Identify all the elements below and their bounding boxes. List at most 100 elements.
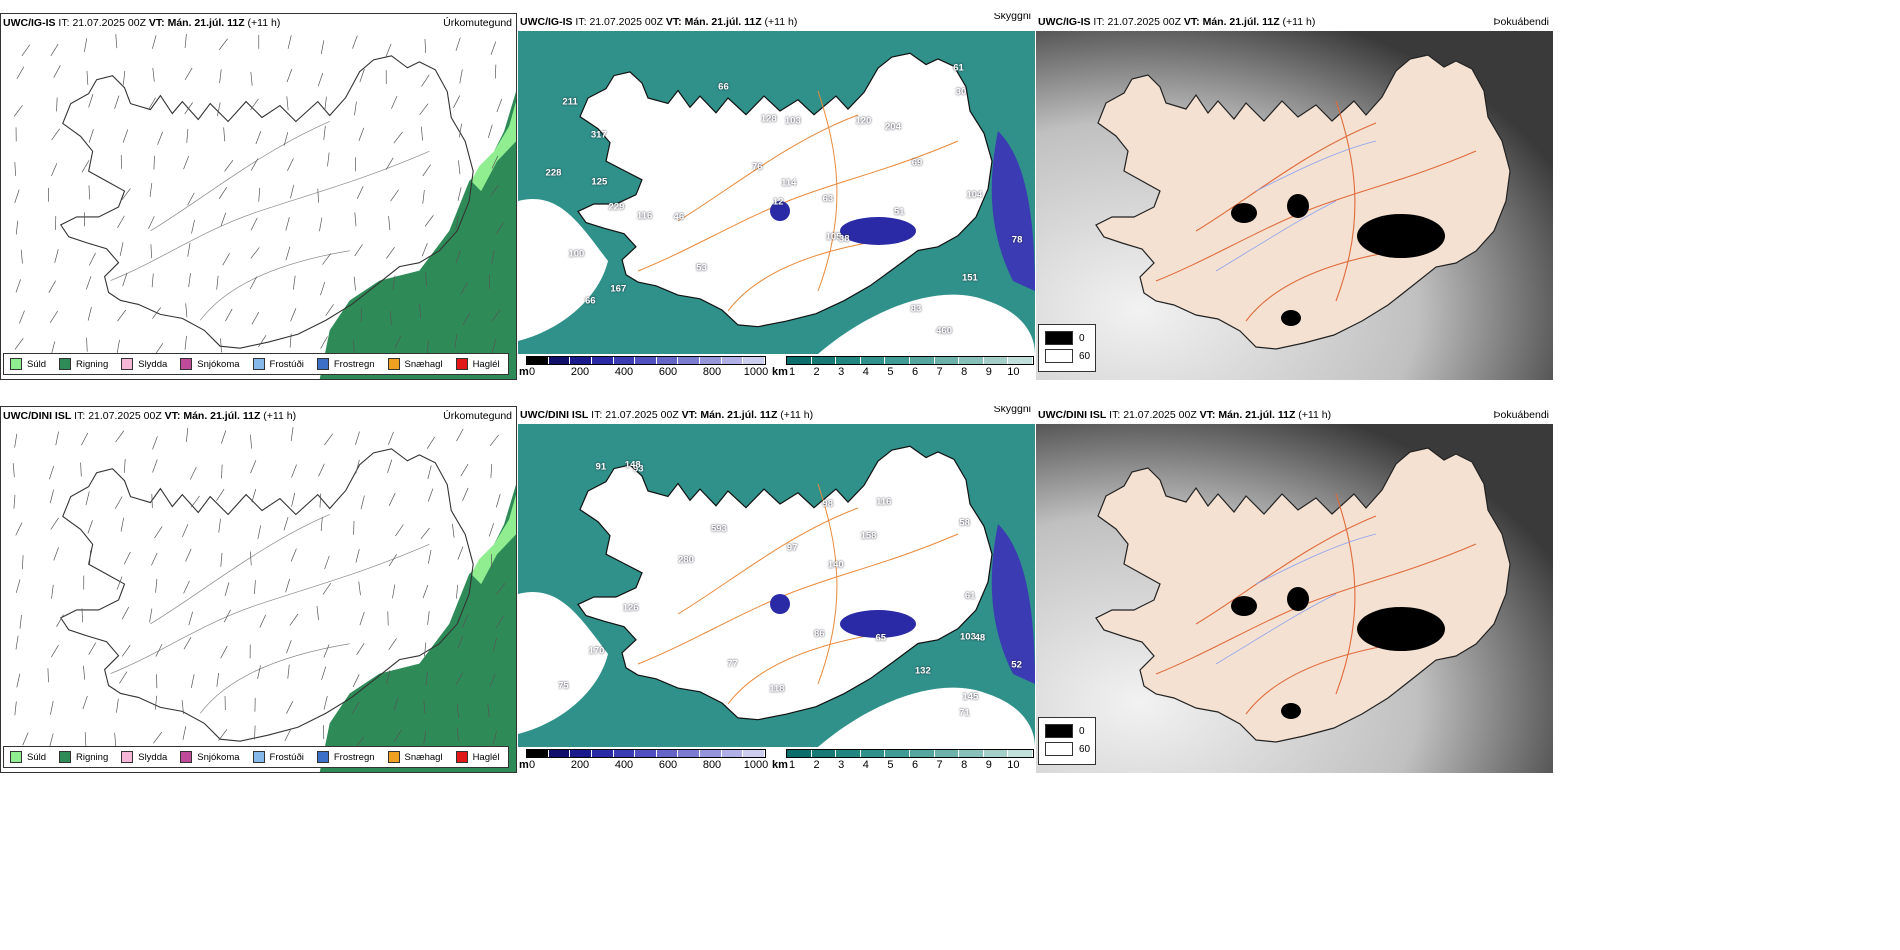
wind-barb	[287, 158, 294, 171]
wind-barb	[249, 551, 252, 566]
height-unit: m	[519, 759, 529, 771]
wind-barb	[53, 65, 61, 78]
tick-label: 0	[528, 759, 536, 771]
visibility-value-label: 83	[910, 303, 922, 315]
wind-barb	[356, 643, 365, 656]
wind-barb	[489, 434, 499, 447]
legend-label: Snjókoma	[197, 751, 240, 763]
tick-label: 3	[838, 366, 845, 378]
legend-item: Slydda	[121, 751, 167, 763]
tick-label: 800	[702, 366, 722, 378]
legend-item: Haglél	[455, 358, 500, 370]
visibility-value-label: 120	[855, 115, 872, 127]
fog-map[interactable]	[1036, 31, 1553, 380]
tick-label: 2	[813, 366, 820, 378]
wind-barb	[12, 463, 15, 478]
legend-item: Súld	[10, 751, 46, 763]
wind-barb	[154, 343, 164, 355]
wind-barb	[386, 246, 395, 259]
precip-map[interactable]	[1, 425, 516, 772]
wind-barb	[16, 673, 21, 688]
visibility-colorbar	[786, 356, 1034, 365]
tick-label: 4	[862, 366, 869, 378]
visibility-value-label: 78	[1011, 234, 1023, 246]
wind-barb	[355, 459, 360, 474]
legend-label: 60	[1079, 350, 1091, 362]
legend-label: Haglél	[472, 358, 500, 370]
wind-barb	[457, 187, 462, 201]
legend-item: Haglél	[455, 751, 500, 763]
legend-item: Rigning	[59, 751, 108, 763]
wind-barb	[320, 517, 323, 531]
wind-barb	[88, 252, 96, 266]
wind-barb	[359, 68, 365, 83]
wind-barb	[152, 35, 157, 49]
wind-barb	[425, 671, 428, 686]
precip-map[interactable]	[1, 32, 516, 379]
wind-barb	[456, 727, 459, 742]
wind-barb	[49, 489, 54, 504]
tick-label: 7	[936, 366, 943, 378]
visibility-map[interactable]: 170 140 103 52 98 132 97 158 48 75 93 86 61 118 91 77 71…	[518, 424, 1035, 747]
legend-swatch	[121, 751, 134, 763]
wind-barb	[81, 432, 89, 446]
legend-swatch	[1045, 742, 1073, 756]
wind-barb	[495, 222, 505, 235]
panel-title: Skyggni	[993, 13, 1031, 22]
wind-barb	[15, 220, 19, 235]
wind-barb	[216, 275, 219, 290]
wind-barb	[323, 125, 326, 140]
rain-area	[319, 91, 516, 379]
legend-item: Slydda	[121, 358, 167, 370]
visibility-value-label: 158	[860, 530, 877, 542]
wind-barb	[424, 38, 427, 53]
model-label: UWC/IG-IS	[520, 16, 573, 28]
panel-title: Skyggni	[993, 406, 1031, 415]
wind-barb	[15, 635, 19, 650]
legend-swatch	[387, 751, 400, 763]
wind-barb	[187, 242, 191, 257]
wind-barb	[14, 161, 16, 176]
wind-barb	[51, 128, 60, 141]
wind-barbs	[13, 34, 505, 356]
wind-barb	[425, 271, 427, 286]
visibility-map[interactable]: 460 229 105 211 151 317 167 46 204 128 120 83 53 66 63…	[518, 31, 1035, 354]
legend-label: Slydda	[138, 358, 168, 370]
visibility-value-label: 116	[876, 496, 892, 508]
legend-label: 60	[1079, 743, 1091, 755]
wind-barb	[351, 701, 360, 714]
legend-swatch	[10, 358, 22, 370]
wind-barb	[287, 664, 290, 679]
fog-map[interactable]	[1036, 424, 1553, 773]
panel-header: UWC/DINI ISL IT: 21.07.2025 00Z VT: Mán.…	[518, 406, 1035, 424]
drizzle-area	[471, 101, 516, 192]
panel-title: Úrkomutegund	[443, 17, 512, 29]
wind-barb	[151, 273, 154, 288]
wind-barb	[86, 70, 89, 85]
land	[577, 445, 993, 721]
wind-barb	[218, 518, 221, 533]
wind-barb	[86, 337, 88, 352]
tick-label: 9	[985, 366, 992, 378]
low-cloud-patch	[770, 201, 790, 221]
visibility-value-label: 228	[545, 167, 562, 179]
visibility-value-label: 229	[608, 201, 625, 213]
wind-barb	[13, 105, 23, 117]
visibility-panel-top: UWC/IG-IS IT: 21.07.2025 00Z VT: Mán. 21…	[518, 13, 1035, 380]
visibility-value-label: 61	[964, 590, 976, 602]
visibility-value-label: 104	[966, 189, 983, 201]
wind-barb	[496, 615, 504, 628]
wind-barb	[116, 339, 120, 354]
init-time: 21.07.2025 00Z	[589, 16, 663, 28]
tick-label: 600	[658, 366, 678, 378]
wind-barb	[491, 250, 495, 265]
height-colorbar	[526, 356, 766, 365]
height-colorbar	[526, 749, 766, 758]
wind-barb	[454, 334, 458, 349]
wind-barb	[123, 551, 131, 565]
wind-barb	[426, 436, 436, 449]
wind-barb	[183, 636, 192, 650]
wind-barb	[21, 44, 31, 57]
wind-barb	[49, 733, 54, 747]
wind-barb	[183, 156, 189, 170]
